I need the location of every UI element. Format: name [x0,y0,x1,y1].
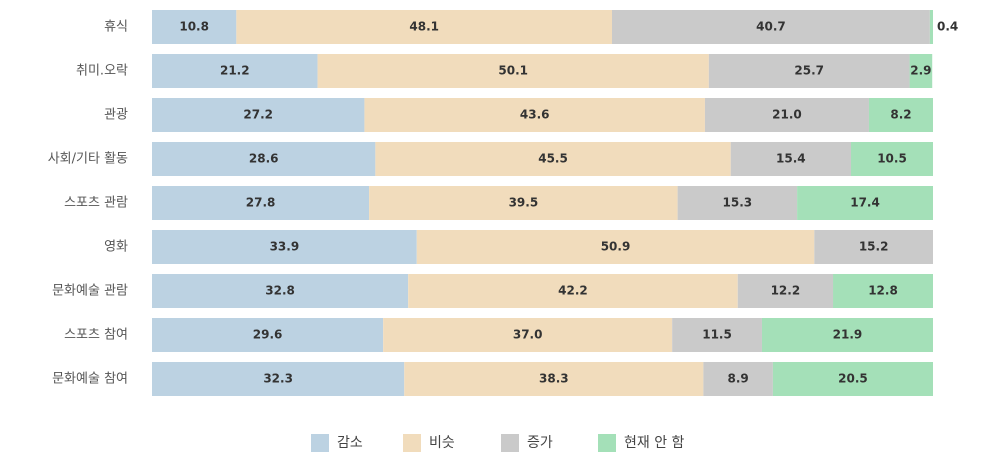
legend-swatch [311,434,329,452]
bar-segment [672,318,762,352]
category-label: 휴식 [104,20,128,35]
legend-label: 비슷 [429,435,455,451]
data-label: 15.3 [723,196,753,210]
data-label: 21.2 [220,64,250,78]
bar-segment [152,10,237,44]
bar-segment [868,98,933,132]
bar-segment [730,142,851,176]
legend-swatch [598,434,616,452]
data-label: 29.6 [253,328,283,342]
bar-segment [797,186,933,220]
bars-group: 휴식 10.8 48.1 40.7 0.4 취미.오락 21.2 50.1 25.7 2.9 관광 2… [48,10,958,396]
data-label: 32.8 [265,284,295,298]
bar-segment [612,10,930,44]
data-label: 28.6 [249,152,279,166]
category-label: 문화예술 관람 [52,284,128,299]
bar-segment [677,186,798,220]
data-label: 33.9 [270,240,300,254]
legend-label: 감소 [337,435,363,451]
data-label: 0.4 [937,20,958,34]
bar-segment [152,362,405,396]
bar-segment [152,274,409,308]
legend-swatch [501,434,519,452]
bar-segment [152,54,318,88]
data-label: 8.9 [728,372,749,386]
data-label: 11.5 [702,328,732,342]
data-label: 17.4 [850,196,880,210]
bar-segment [909,54,933,88]
data-label: 39.5 [509,196,539,210]
data-label: 27.8 [246,196,276,210]
bar-segment [851,142,933,176]
data-label: 12.8 [868,284,898,298]
legend: 감소 비슷 증가 현재 안 함 [311,434,685,452]
bar-segment [375,142,731,176]
bar-segment [772,362,933,396]
bar-segment [152,142,376,176]
data-label: 2.9 [910,64,931,78]
bar-segment [383,318,673,352]
bar-segment [317,54,709,88]
data-label: 10.5 [877,152,907,166]
legend-swatch [403,434,421,452]
category-label: 취미.오락 [76,64,128,79]
bar-segment [364,98,705,132]
category-label: 영화 [104,240,128,255]
bar-segment [416,230,815,264]
bar-segment [236,10,613,44]
category-label: 사회/기타 활동 [48,152,128,167]
category-label: 관광 [104,108,128,123]
data-label: 50.9 [601,240,631,254]
bar-segment [761,318,933,352]
category-label: 스포츠 참여 [64,328,128,343]
bar-segment [929,10,933,44]
data-label: 40.7 [756,20,786,34]
bar-segment [152,186,370,220]
legend-label: 현재 안 함 [624,435,685,451]
data-label: 48.1 [409,20,439,34]
category-label: 스포츠 관람 [64,196,128,211]
bar-segment [404,362,704,396]
bar-segment [369,186,678,220]
bar-segment [408,274,738,308]
data-label: 21.0 [772,108,802,122]
data-label: 38.3 [539,372,569,386]
data-label: 15.4 [776,152,806,166]
data-label: 20.5 [838,372,868,386]
bar-segment [703,362,773,396]
bar-segment [833,274,933,308]
bar-segment [152,318,384,352]
legend-label: 증가 [527,435,553,451]
data-label: 15.2 [859,240,889,254]
bar-segment [152,98,365,132]
data-label: 42.2 [558,284,588,298]
bar-segment [708,54,910,88]
data-label: 50.1 [498,64,528,78]
data-label: 10.8 [179,20,209,34]
data-label: 8.2 [890,108,911,122]
data-label: 37.0 [513,328,543,342]
bar-segment [814,230,933,264]
bar-segment [152,230,417,264]
data-label: 27.2 [243,108,273,122]
bar-segment [704,98,869,132]
data-label: 12.2 [771,284,801,298]
category-label: 문화예술 참여 [52,372,128,387]
data-label: 25.7 [794,64,824,78]
data-label: 43.6 [520,108,550,122]
data-label: 21.9 [833,328,863,342]
data-label: 45.5 [538,152,568,166]
bar-segment [737,274,834,308]
data-label: 32.3 [263,372,293,386]
